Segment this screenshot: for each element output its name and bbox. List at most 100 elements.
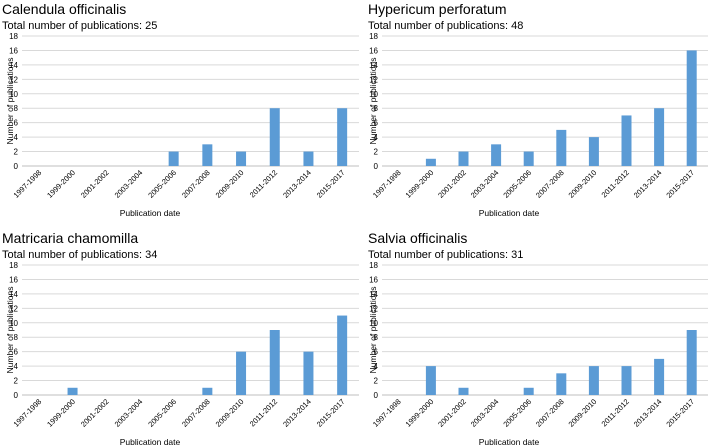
x-tick-label: 2001-2002 <box>79 168 111 200</box>
y-tick-label: 6 <box>14 348 19 357</box>
chart-subtitle: Total number of publications: 34 <box>2 249 157 261</box>
x-tick-label: 2011-2012 <box>600 168 631 199</box>
y-tick-label: 2 <box>374 148 379 157</box>
bar-2015-2017 <box>686 50 697 166</box>
chart-salvia: Salvia officinalis Total number of publi… <box>368 230 708 447</box>
x-tick-label: 2009-2010 <box>567 397 599 429</box>
bar-2007-2008 <box>556 129 567 166</box>
chart-calendula: Calendula officinalis Total number of pu… <box>2 1 359 218</box>
y-tick-label: 10 <box>369 319 378 328</box>
y-tick-label: 12 <box>9 75 18 84</box>
y-axis-title: Number of publications <box>5 287 15 374</box>
bar-2005-2006 <box>523 387 534 395</box>
y-tick-label: 18 <box>9 32 18 41</box>
x-tick-label: 2013-2014 <box>632 397 664 429</box>
chart-title: Matricaria chamomilla <box>2 230 138 246</box>
y-tick-label: 0 <box>374 162 379 171</box>
bar-2001-2002 <box>458 387 469 395</box>
x-tick-label: 2001-2002 <box>79 397 111 429</box>
bar-2013-2014 <box>654 108 665 166</box>
x-tick-label: 2001-2002 <box>436 397 468 429</box>
x-tick-label: 2009-2010 <box>214 168 246 200</box>
y-tick-label: 12 <box>9 304 18 313</box>
bar-2007-2008 <box>556 373 567 395</box>
y-tick-label: 14 <box>9 290 18 299</box>
y-tick-label: 2 <box>14 377 19 386</box>
bar-2007-2008 <box>202 144 213 166</box>
x-axis-title: Publication date <box>120 208 181 218</box>
y-tick-label: 6 <box>374 348 379 357</box>
y-tick-label: 4 <box>14 362 19 371</box>
y-tick-label: 18 <box>9 261 18 270</box>
y-tick-label: 16 <box>9 46 18 55</box>
x-tick-label: 2005-2006 <box>146 397 178 429</box>
chart-title: Salvia officinalis <box>368 230 467 246</box>
y-tick-label: 4 <box>374 362 379 371</box>
bar-2007-2008 <box>202 387 213 395</box>
x-tick-label: 2015-2017 <box>664 397 696 429</box>
x-tick-label: 1997-1998 <box>12 168 44 200</box>
x-tick-label: 2003-2004 <box>469 397 501 429</box>
x-tick-label: 2009-2010 <box>567 168 599 200</box>
x-tick-label: 2011-2012 <box>600 397 631 428</box>
y-tick-label: 14 <box>369 290 378 299</box>
bar-2005-2006 <box>523 151 534 166</box>
bar-2011-2012 <box>621 115 632 166</box>
y-tick-label: 8 <box>374 104 379 113</box>
x-axis-title: Publication date <box>120 437 181 447</box>
y-tick-label: 18 <box>369 261 378 270</box>
x-tick-label: 2003-2004 <box>469 168 501 200</box>
x-tick-label: 1999-2000 <box>404 397 436 429</box>
x-tick-label: 2011-2012 <box>248 168 279 199</box>
y-tick-label: 6 <box>14 119 19 128</box>
chart-title: Calendula officinalis <box>2 1 126 17</box>
x-tick-label: 1999-2000 <box>45 168 77 200</box>
y-axis-title: Number of publications <box>368 287 378 374</box>
y-tick-label: 16 <box>9 275 18 284</box>
bar-2015-2017 <box>686 330 697 395</box>
x-tick-label: 1997-1998 <box>12 397 44 429</box>
y-tick-label: 4 <box>14 133 19 142</box>
y-tick-label: 18 <box>369 32 378 41</box>
bar-2009-2010 <box>588 366 599 395</box>
y-tick-label: 10 <box>9 90 18 99</box>
y-tick-label: 14 <box>9 61 18 70</box>
x-tick-label: 2007-2008 <box>534 397 566 429</box>
x-tick-label: 2015-2017 <box>315 168 347 200</box>
bar-2013-2014 <box>303 351 314 395</box>
y-tick-label: 8 <box>14 104 19 113</box>
y-tick-label: 0 <box>374 391 379 400</box>
x-axis-title: Publication date <box>479 437 540 447</box>
y-tick-label: 4 <box>374 133 379 142</box>
chart-title: Hypericum perforatum <box>368 1 507 17</box>
x-tick-label: 2007-2008 <box>180 168 212 200</box>
y-tick-label: 8 <box>374 333 379 342</box>
x-tick-label: 2013-2014 <box>632 168 664 200</box>
x-tick-label: 2005-2006 <box>146 168 178 200</box>
x-tick-label: 2015-2017 <box>315 397 347 429</box>
chart-subtitle: Total number of publications: 48 <box>368 20 523 32</box>
y-tick-label: 16 <box>369 46 378 55</box>
x-tick-label: 2007-2008 <box>534 168 566 200</box>
bar-2015-2017 <box>337 108 348 166</box>
y-tick-label: 10 <box>369 90 378 99</box>
y-tick-label: 10 <box>9 319 18 328</box>
x-tick-label: 1997-1998 <box>371 168 403 200</box>
y-tick-label: 16 <box>369 275 378 284</box>
bar-2005-2006 <box>168 151 179 166</box>
bar-2003-2004 <box>491 144 502 166</box>
x-tick-label: 2009-2010 <box>214 397 246 429</box>
y-tick-label: 2 <box>374 377 379 386</box>
x-tick-label: 1997-1998 <box>371 397 403 429</box>
y-tick-label: 2 <box>14 148 19 157</box>
x-axis-title: Publication date <box>479 208 540 218</box>
bar-2009-2010 <box>236 151 247 166</box>
bar-2013-2014 <box>654 358 665 395</box>
x-tick-label: 2005-2006 <box>501 168 533 200</box>
x-tick-label: 2001-2002 <box>436 168 468 200</box>
bar-1999-2000 <box>425 366 436 395</box>
x-tick-label: 2007-2008 <box>180 397 212 429</box>
chart-matricaria: Matricaria chamomilla Total number of pu… <box>2 230 359 447</box>
y-axis-title: Number of publications <box>368 58 378 145</box>
